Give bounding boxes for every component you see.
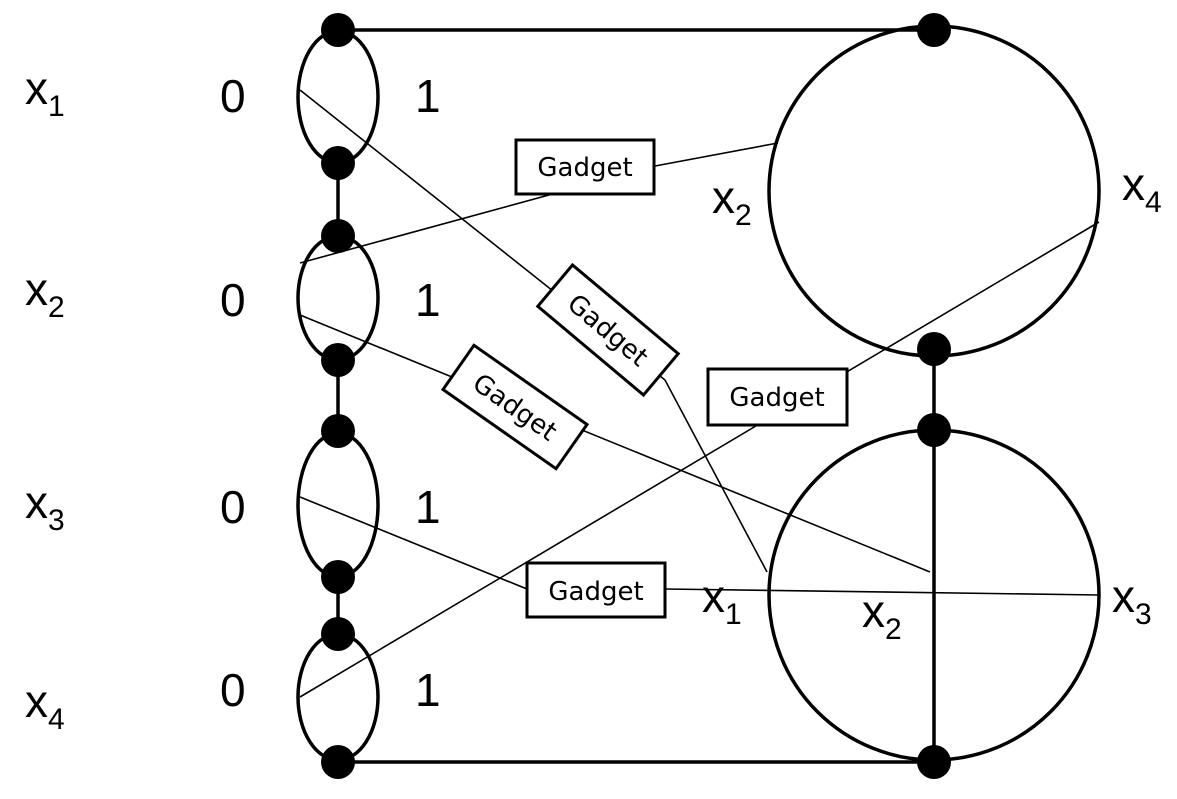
variable-loop-x4 bbox=[296, 632, 380, 762]
node bbox=[321, 146, 355, 180]
connection-line bbox=[664, 588, 1100, 596]
variable-label-x2: x2 bbox=[25, 263, 65, 324]
gadget-box: Gadget bbox=[440, 343, 590, 471]
variable-label-x3: x3 bbox=[25, 476, 65, 537]
variable-label-x4: x4 bbox=[25, 675, 65, 736]
one-label: 1 bbox=[415, 664, 441, 716]
node bbox=[917, 332, 951, 366]
gadget-box: Gadget bbox=[706, 367, 849, 427]
connection-line bbox=[664, 379, 768, 573]
variable-label-x1: x1 bbox=[25, 62, 65, 123]
node bbox=[917, 745, 951, 779]
connection-line bbox=[299, 314, 931, 573]
gadget-box: Gadget bbox=[514, 138, 656, 196]
upper-clause-circle bbox=[767, 24, 1101, 358]
variable-loop-x3 bbox=[296, 431, 380, 579]
gadget-connections bbox=[299, 89, 1100, 698]
zero-label: 0 bbox=[220, 664, 246, 716]
zero-label: 0 bbox=[220, 70, 246, 122]
zero-label: 0 bbox=[220, 481, 246, 533]
lower-circle-center-label: x2 bbox=[862, 585, 902, 646]
node bbox=[321, 343, 355, 377]
one-label: 1 bbox=[415, 274, 441, 326]
lower-circle-left-label: x1 bbox=[702, 570, 742, 631]
zero-label: 0 bbox=[220, 274, 246, 326]
connection-line bbox=[299, 221, 1100, 698]
gadget-label: Gadget bbox=[537, 153, 632, 183]
node bbox=[321, 560, 355, 594]
gadget-box: Gadget bbox=[535, 262, 681, 398]
upper-circle-left-label: x2 bbox=[712, 171, 752, 232]
node bbox=[321, 745, 355, 779]
connection-line bbox=[299, 496, 528, 590]
one-label: 1 bbox=[415, 70, 441, 122]
gadget-box: Gadget bbox=[525, 561, 667, 619]
node bbox=[321, 13, 355, 47]
gadget-label: Gadget bbox=[548, 577, 643, 607]
nodes bbox=[321, 13, 951, 779]
node bbox=[917, 13, 951, 47]
node bbox=[321, 414, 355, 448]
connection-line bbox=[654, 142, 779, 167]
one-label: 1 bbox=[415, 481, 441, 533]
node bbox=[917, 413, 951, 447]
node bbox=[321, 219, 355, 253]
upper-circle-right-label: x4 bbox=[1122, 158, 1162, 219]
gadget-label: Gadget bbox=[729, 383, 824, 413]
node bbox=[321, 617, 355, 651]
lower-circle-right-label: x3 bbox=[1112, 570, 1152, 631]
